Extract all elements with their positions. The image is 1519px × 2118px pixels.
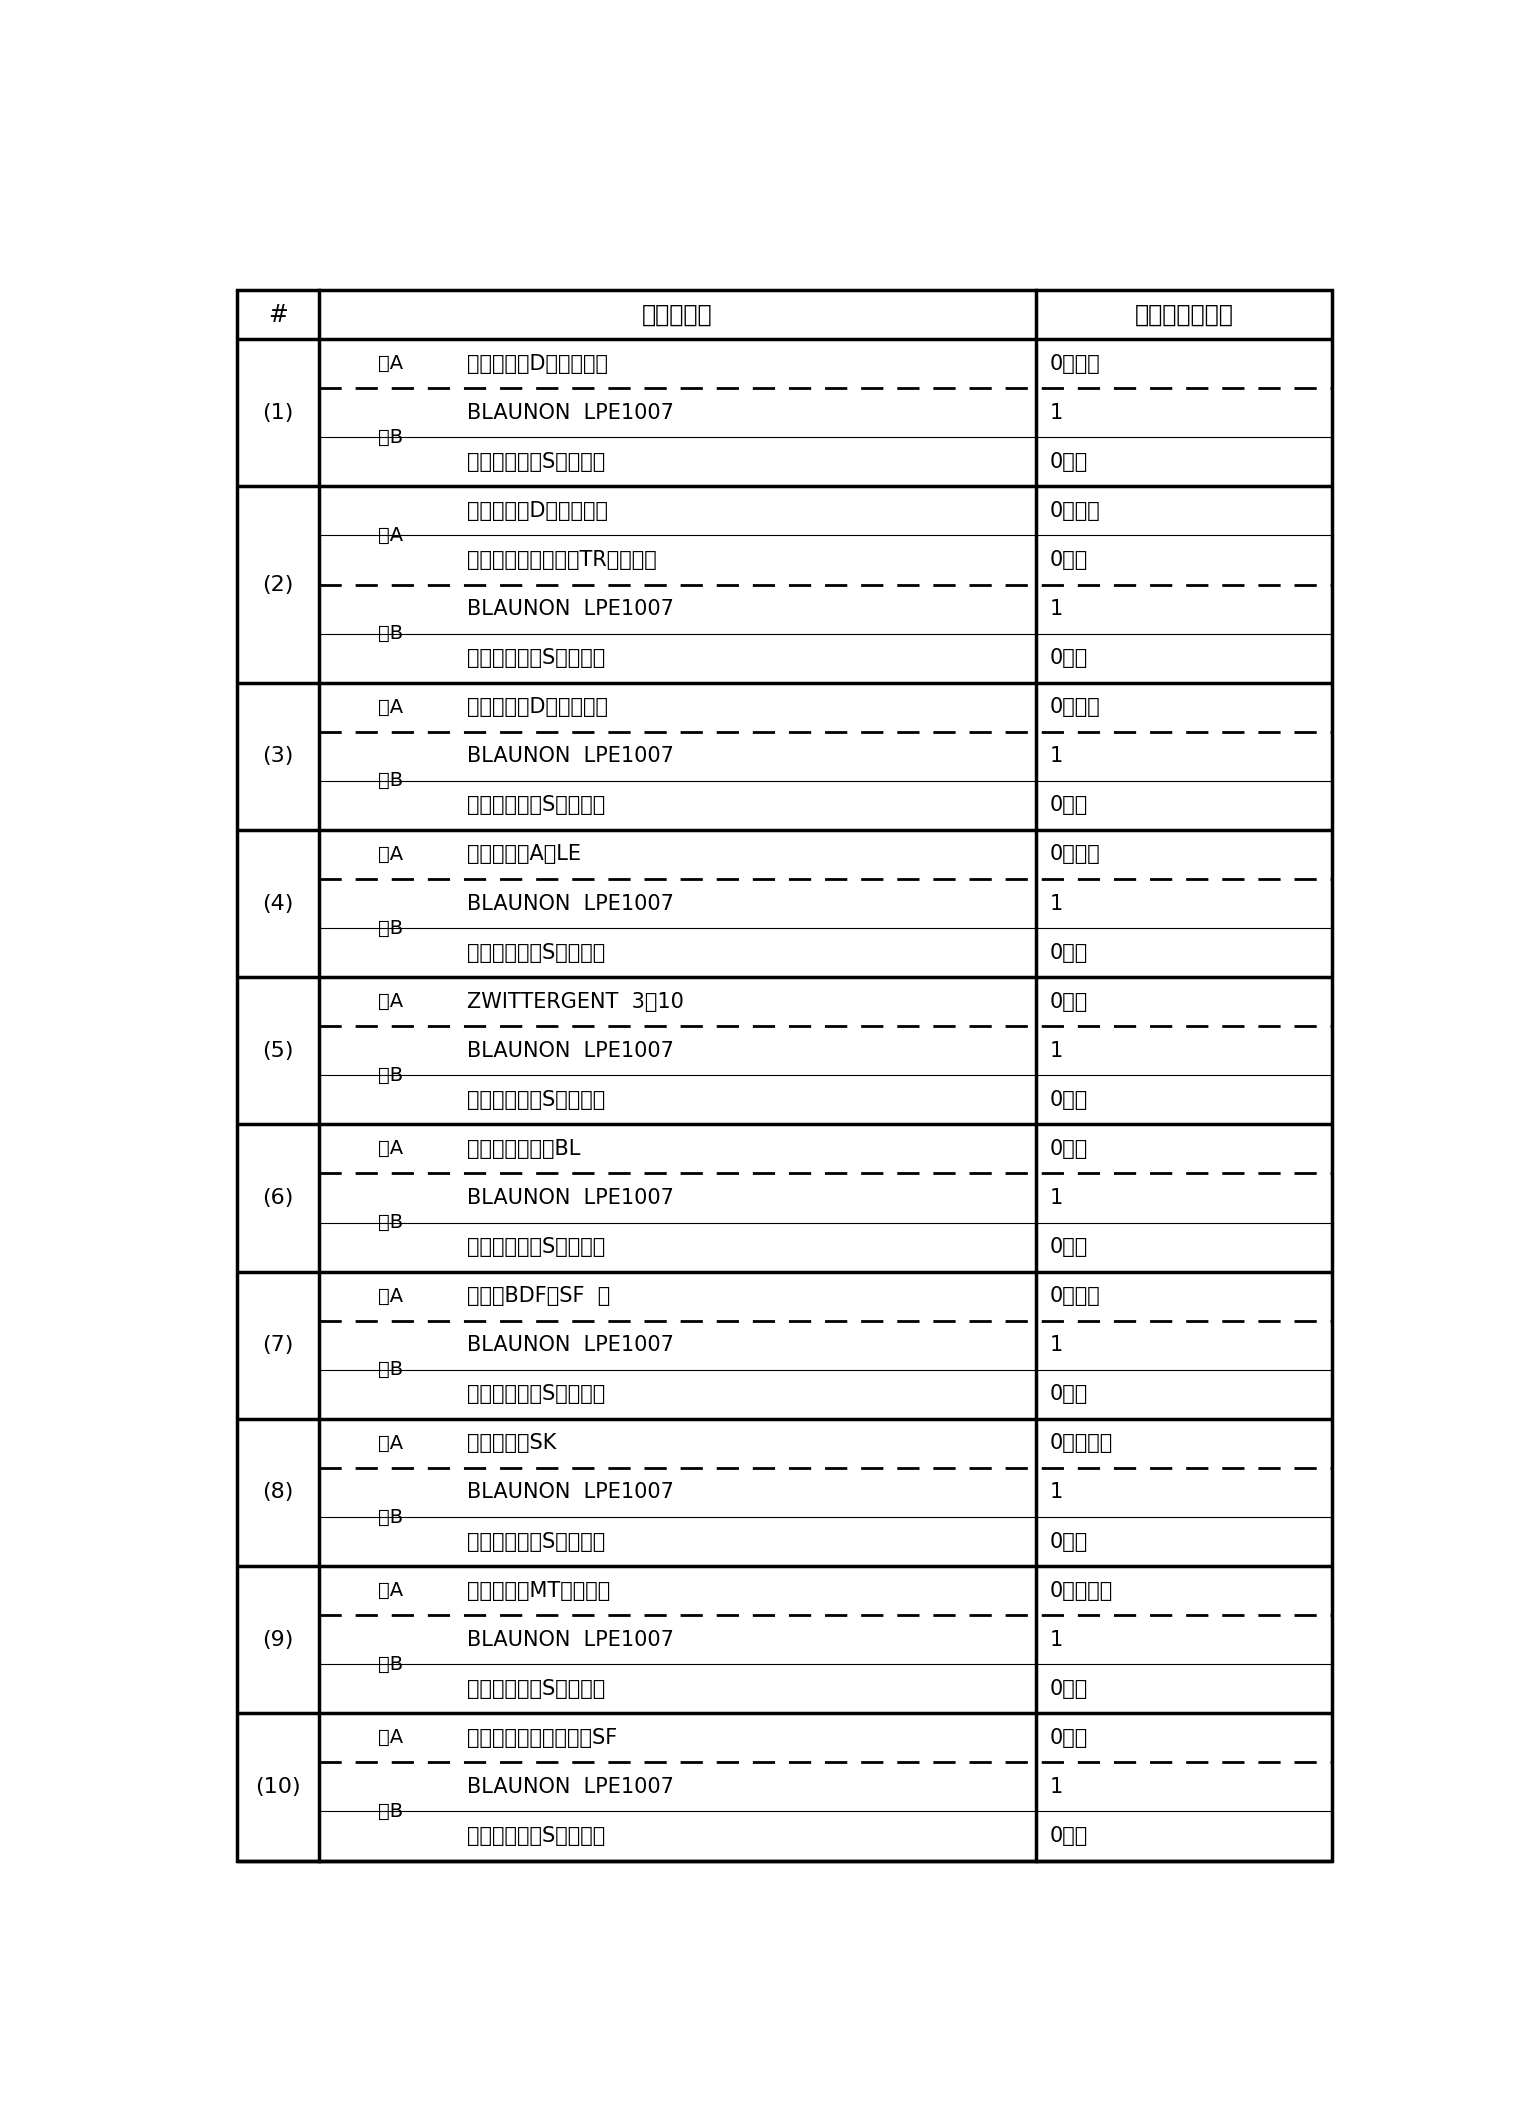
Text: アデカプルロニックTR－７０４: アデカプルロニックTR－７０４ <box>466 551 656 570</box>
Text: 0．０６: 0．０６ <box>1050 845 1100 864</box>
Text: 0．３: 0．３ <box>1050 1826 1088 1847</box>
Text: 0．３: 0．３ <box>1050 648 1088 667</box>
Text: ワンダサーフS－８００: ワンダサーフS－８００ <box>466 648 605 667</box>
Text: (6): (6) <box>263 1188 293 1207</box>
Text: 表A: 表A <box>378 1139 403 1159</box>
Text: 0．３: 0．３ <box>1050 796 1088 815</box>
Text: パイオニンD－３１１０: パイオニンD－３１１０ <box>466 500 608 521</box>
Text: 0．０１: 0．０１ <box>1050 354 1100 373</box>
Text: ワンダサーフS－８００: ワンダサーフS－８００ <box>466 1237 605 1258</box>
Text: パイオニンD－３１２０: パイオニンD－３１２０ <box>466 697 608 718</box>
Text: アノンBDF－SF  ・: アノンBDF－SF ・ <box>466 1286 611 1307</box>
Text: #: # <box>269 303 289 326</box>
Text: ZWITTERGENT  3－10: ZWITTERGENT 3－10 <box>466 991 684 1012</box>
Text: 1: 1 <box>1050 1334 1063 1356</box>
Text: 表B: 表B <box>378 1360 403 1379</box>
Text: 1: 1 <box>1050 1483 1063 1502</box>
Text: BLAUNON  LPE1007: BLAUNON LPE1007 <box>466 402 674 424</box>
Text: 表A: 表A <box>378 1286 403 1305</box>
Text: 表A: 表A <box>378 1434 403 1453</box>
Text: 0．０３: 0．０３ <box>1050 1286 1100 1307</box>
Text: 1: 1 <box>1050 894 1063 913</box>
Text: ナイミッドMT－２１５: ナイミッドMT－２１５ <box>466 1580 611 1601</box>
Text: ワンダサーフS－８００: ワンダサーフS－８００ <box>466 796 605 815</box>
Text: (1): (1) <box>263 402 293 424</box>
Text: 表A: 表A <box>378 354 403 373</box>
Text: 0．３: 0．３ <box>1050 451 1088 472</box>
Text: 0．００５: 0．００５ <box>1050 1434 1112 1453</box>
Text: 0．３: 0．３ <box>1050 1091 1088 1110</box>
Text: パイオニンD－３１１０: パイオニンD－３１１０ <box>466 354 608 373</box>
Text: (7): (7) <box>263 1334 293 1356</box>
Text: 1: 1 <box>1050 1188 1063 1207</box>
Text: 表A: 表A <box>378 1582 403 1599</box>
Text: 表A: 表A <box>378 697 403 716</box>
Text: 表A: 表A <box>378 525 403 544</box>
Text: 0．３: 0．３ <box>1050 943 1088 962</box>
Text: 0．０１: 0．０１ <box>1050 500 1100 521</box>
Text: 濃度（ｇ／Ｌ）: 濃度（ｇ／Ｌ） <box>1135 303 1233 326</box>
Text: 0．３: 0．３ <box>1050 1385 1088 1404</box>
Text: 0．３: 0．３ <box>1050 1237 1088 1258</box>
Text: (10): (10) <box>255 1777 301 1796</box>
Text: 0．３: 0．３ <box>1050 1531 1088 1552</box>
Text: BLAUNON  LPE1007: BLAUNON LPE1007 <box>466 599 674 618</box>
Text: 表B: 表B <box>378 771 403 790</box>
Text: (9): (9) <box>263 1629 293 1650</box>
Text: BLAUNON  LPE1007: BLAUNON LPE1007 <box>466 1777 674 1796</box>
Text: (3): (3) <box>263 746 293 767</box>
Text: (4): (4) <box>263 894 293 913</box>
Text: 表B: 表B <box>378 1654 403 1673</box>
Text: (8): (8) <box>263 1483 293 1502</box>
Text: BLAUNON  LPE1007: BLAUNON LPE1007 <box>466 1629 674 1650</box>
Text: 表面活性剤: 表面活性剤 <box>643 303 712 326</box>
Text: 表B: 表B <box>378 1802 403 1821</box>
Text: BLAUNON  LPE1007: BLAUNON LPE1007 <box>466 1483 674 1502</box>
Text: 0．１: 0．１ <box>1050 551 1088 570</box>
Text: 0．３: 0．３ <box>1050 1139 1088 1159</box>
Text: BLAUNON  LPE1007: BLAUNON LPE1007 <box>466 1188 674 1207</box>
Text: 1: 1 <box>1050 1629 1063 1650</box>
Text: 1: 1 <box>1050 1040 1063 1061</box>
Text: 0．００５: 0．００５ <box>1050 1580 1112 1601</box>
Text: (5): (5) <box>263 1040 293 1061</box>
Text: BLAUNON  LPE1007: BLAUNON LPE1007 <box>466 746 674 767</box>
Text: 表A: 表A <box>378 991 403 1010</box>
Text: BLAUNON  LPE1007: BLAUNON LPE1007 <box>466 1334 674 1356</box>
Text: ビスノールSK: ビスノールSK <box>466 1434 556 1453</box>
Text: 表B: 表B <box>378 1065 403 1084</box>
Text: 表A: 表A <box>378 1728 403 1747</box>
Text: ワンダサーフS－８００: ワンダサーフS－８００ <box>466 451 605 472</box>
Text: 1: 1 <box>1050 599 1063 618</box>
Text: 表B: 表B <box>378 1508 403 1527</box>
Text: 1: 1 <box>1050 746 1063 767</box>
Text: 表A: 表A <box>378 845 403 864</box>
Text: 0．１: 0．１ <box>1050 991 1088 1012</box>
Text: ユニセーフA－LE: ユニセーフA－LE <box>466 845 580 864</box>
Text: ニッサンアノンBL: ニッサンアノンBL <box>466 1139 580 1159</box>
Text: ワンダサーフS－８００: ワンダサーフS－８００ <box>466 1385 605 1404</box>
Text: 表B: 表B <box>378 919 403 938</box>
Text: 0．０６: 0．０６ <box>1050 697 1100 718</box>
Text: 1: 1 <box>1050 402 1063 424</box>
Text: 表B: 表B <box>378 428 403 447</box>
Text: ワンダサーフS－８００: ワンダサーフS－８００ <box>466 1680 605 1699</box>
Text: 表B: 表B <box>378 1214 403 1233</box>
Text: 0．１: 0．１ <box>1050 1728 1088 1747</box>
Text: ワンダサーフS－８００: ワンダサーフS－８００ <box>466 943 605 962</box>
Text: 1: 1 <box>1050 1777 1063 1796</box>
Text: ニューコール７２３－SF: ニューコール７２３－SF <box>466 1728 617 1747</box>
Text: BLAUNON  LPE1007: BLAUNON LPE1007 <box>466 894 674 913</box>
Text: (2): (2) <box>263 574 293 595</box>
Text: BLAUNON  LPE1007: BLAUNON LPE1007 <box>466 1040 674 1061</box>
Text: ワンダサーフS－８００: ワンダサーフS－８００ <box>466 1826 605 1847</box>
Text: ワンダサーフS－８００: ワンダサーフS－８００ <box>466 1531 605 1552</box>
Text: 表B: 表B <box>378 625 403 644</box>
Text: 0．３: 0．３ <box>1050 1680 1088 1699</box>
Text: ワンダサーフS－８００: ワンダサーフS－８００ <box>466 1091 605 1110</box>
